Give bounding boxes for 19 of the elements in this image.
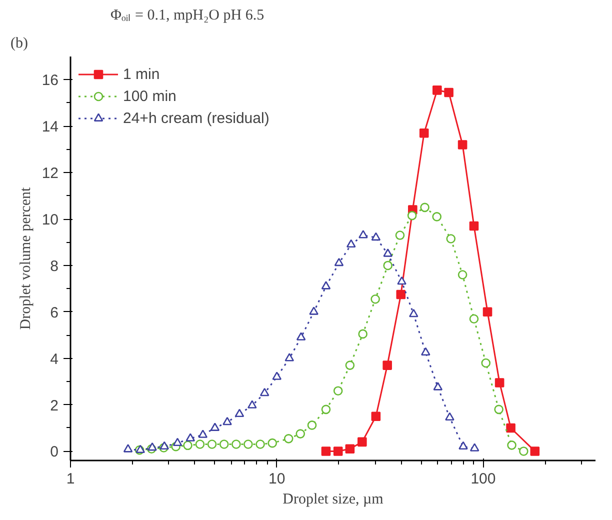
y-tick-label: 8 (50, 258, 58, 275)
legend-label: 100 min (123, 88, 176, 104)
y-tick-label: 16 (42, 72, 59, 90)
y-tick-label: 10 (42, 212, 59, 229)
y-tick-label: 4 (50, 350, 58, 368)
y-tick-label: 0 (50, 444, 58, 461)
legend-label: 1 min (123, 66, 160, 82)
text: (b) (10, 36, 28, 52)
y-tick-label: 14 (42, 118, 59, 136)
y-axis-title: Droplet volume percent (18, 186, 34, 330)
x-tick-label: 1 (66, 470, 75, 488)
x-tick-label: 10 (268, 470, 286, 488)
legend-label: 24+h cream (residual) (123, 110, 270, 126)
y-tick-label: 2 (50, 397, 58, 414)
x-tick-label: 100 (470, 470, 496, 488)
chart-title: Φₒᵢₗ = 0.1, mpH₂O pH 6.5 (110, 8, 264, 24)
x-axis-title: Droplet size, µm (282, 492, 384, 508)
y-tick-label: 6 (50, 304, 58, 322)
y-tick-label: 12 (42, 165, 59, 182)
